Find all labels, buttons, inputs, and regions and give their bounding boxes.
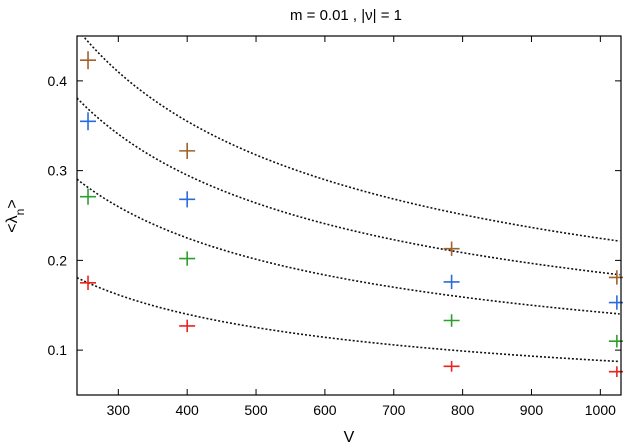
data-point <box>80 188 97 205</box>
y-tick-label: 0.3 <box>48 163 68 179</box>
x-tick-label: 800 <box>451 402 475 418</box>
x-tick-label: 600 <box>313 402 337 418</box>
x-tick-label: 400 <box>175 402 199 418</box>
data-point <box>179 251 196 266</box>
data-points <box>80 51 623 378</box>
data-point <box>179 191 196 208</box>
x-axis-label: V <box>344 429 355 446</box>
fit-curve <box>77 97 620 276</box>
data-point <box>443 241 460 256</box>
data-point <box>80 112 97 131</box>
data-point <box>443 274 460 290</box>
data-point <box>608 270 623 285</box>
x-axis: 300 400 500 600 700 800 900 1000 <box>107 36 616 418</box>
data-point <box>179 319 196 333</box>
y-axis-label-main: <λ <box>4 215 21 232</box>
y-tick-label: 0.4 <box>48 73 68 89</box>
fit-curve <box>82 36 620 242</box>
data-point <box>443 314 460 327</box>
fit-curve <box>77 178 620 315</box>
x-tick-label: 500 <box>244 402 268 418</box>
chart-title: m = 0.01 , |ν| = 1 <box>290 7 402 24</box>
data-point <box>608 295 623 310</box>
data-point <box>443 360 460 372</box>
data-point <box>80 275 97 290</box>
data-point <box>608 366 623 378</box>
y-axis: 0.1 0.2 0.3 0.4 <box>48 73 621 358</box>
x-tick-label: 1000 <box>585 402 616 418</box>
y-tick-label: 0.1 <box>48 342 68 358</box>
y-tick-label: 0.2 <box>48 252 68 268</box>
data-point <box>608 334 623 348</box>
x-tick-label: 900 <box>520 402 544 418</box>
y-axis-label-sub: n <box>13 209 27 216</box>
plot-frame <box>76 35 622 396</box>
y-axis-label: <λn> <box>4 199 27 232</box>
data-point <box>80 51 97 70</box>
fit-curve <box>77 276 620 363</box>
y-axis-label-close: > <box>4 199 21 208</box>
fit-lines <box>77 36 620 363</box>
x-tick-label: 700 <box>382 402 406 418</box>
x-tick-label: 300 <box>107 402 131 418</box>
data-point <box>179 142 196 159</box>
